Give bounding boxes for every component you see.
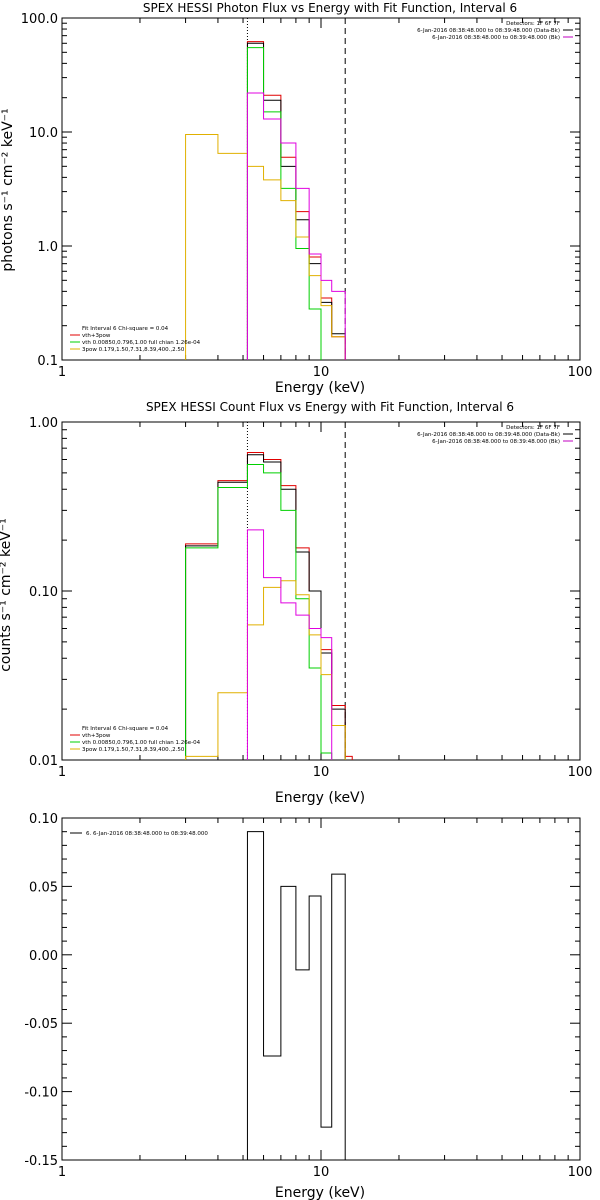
series-data: [185, 454, 346, 760]
fit-legend-text: 3pow 0.179,1.50,7.31,8.39,400.,2.50: [82, 747, 185, 753]
series-group: [246, 831, 346, 1160]
series-bk: [246, 92, 346, 360]
x-tick-label: 10: [313, 765, 330, 780]
y-tick-label: 1.0: [37, 240, 58, 255]
photon-flux-xlabel: Energy (keV): [275, 380, 365, 396]
count-flux-xlabel: Energy (keV): [275, 790, 365, 806]
series-bk: [246, 529, 333, 760]
series-group: [185, 41, 346, 360]
count-flux-panel: SPEX HESSI Count Flux vs Energy with Fit…: [0, 400, 592, 806]
y-tick-label: 100.0: [21, 12, 58, 27]
fit-legend-text: vth 0.00850,0.796,1.00 full chian 1.26e-…: [82, 740, 201, 746]
top-legend-text: Detectors: 1F 6F 7F: [506, 21, 560, 27]
x-tick-label: 100: [568, 365, 593, 380]
fit-legend-text: vth+3pow: [82, 333, 111, 339]
x-tick-label: 10: [313, 365, 330, 380]
top-legend-text: 6-Jan-2016 08:38:48.000 to 08:39:48.000 …: [417, 28, 560, 34]
y-tick-label: 10.0: [29, 126, 58, 141]
photon-flux-title: SPEX HESSI Photon Flux vs Energy with Fi…: [143, 1, 517, 15]
y-tick-label: -0.10: [24, 1086, 58, 1101]
series-vth: [246, 47, 322, 360]
fit-legend-text: Fit Interval 6 Chi-square = 0.04: [82, 326, 169, 332]
x-tick-label: 1: [58, 1165, 66, 1180]
top-legend-text: 6-Jan-2016 08:38:48.000 to 08:39:48.000 …: [417, 432, 560, 438]
series-3pow: [185, 134, 346, 360]
top-legend-text: 6-Jan-2016 08:38:48.000 to 08:39:48.000 …: [432, 439, 560, 445]
count-flux-title: SPEX HESSI Count Flux vs Energy with Fit…: [146, 400, 514, 414]
residual-legend-text: 6. 6-Jan-2016 08:38:48.000 to 08:39:48.0…: [86, 831, 208, 837]
x-tick-label: 100: [568, 1165, 593, 1180]
residual-xlabel: Energy (keV): [275, 1185, 365, 1200]
y-tick-label: 0.05: [29, 880, 58, 895]
y-tick-label: 0.10: [29, 812, 58, 827]
y-tick-label: 1.00: [29, 416, 58, 431]
fit-legend-text: vth+3pow: [82, 733, 111, 739]
top-legend-text: Detectors: 1F 6F 7F: [506, 425, 560, 431]
y-tick-label: -0.15: [24, 1154, 58, 1169]
x-tick-label: 1: [58, 765, 66, 780]
series-group: [185, 451, 353, 760]
x-tick-label: 10: [313, 1165, 330, 1180]
y-tick-label: 0.10: [29, 585, 58, 600]
x-tick-label: 1: [58, 365, 66, 380]
photon-flux-ylabel: photons s⁻¹ cm⁻² keV⁻¹: [0, 108, 16, 271]
photon-flux-panel: SPEX HESSI Photon Flux vs Energy with Fi…: [0, 1, 593, 396]
series-vth: [185, 464, 333, 760]
fit-legend-text: Fit Interval 6 Chi-square = 0.04: [82, 726, 169, 732]
y-tick-label: 0.1: [37, 354, 58, 369]
y-tick-label: 0.00: [29, 949, 58, 964]
y-tick-label: 0.01: [29, 754, 58, 769]
top-legend-text: 6-Jan-2016 08:38:48.000 to 08:39:48.000 …: [432, 35, 560, 41]
residual-panel: Energy (keV) 1 10 100 -0.15 -0.10 -0.05 0.00 0.…: [24, 812, 592, 1200]
fit-legend-text: vth 0.00850,0.796,1.00 full chian 1.26e-…: [82, 340, 201, 346]
fit-legend-text: 3pow 0.179,1.50,7.31,8.39,400.,2.50: [82, 347, 185, 353]
series-vth+3pow: [185, 451, 353, 760]
count-flux-ylabel: counts s⁻¹ cm⁻² keV⁻¹: [0, 518, 14, 672]
y-tick-label: -0.05: [24, 1017, 58, 1032]
series-residual: [246, 831, 346, 1160]
x-tick-label: 100: [568, 765, 593, 780]
series-3pow: [185, 580, 346, 760]
